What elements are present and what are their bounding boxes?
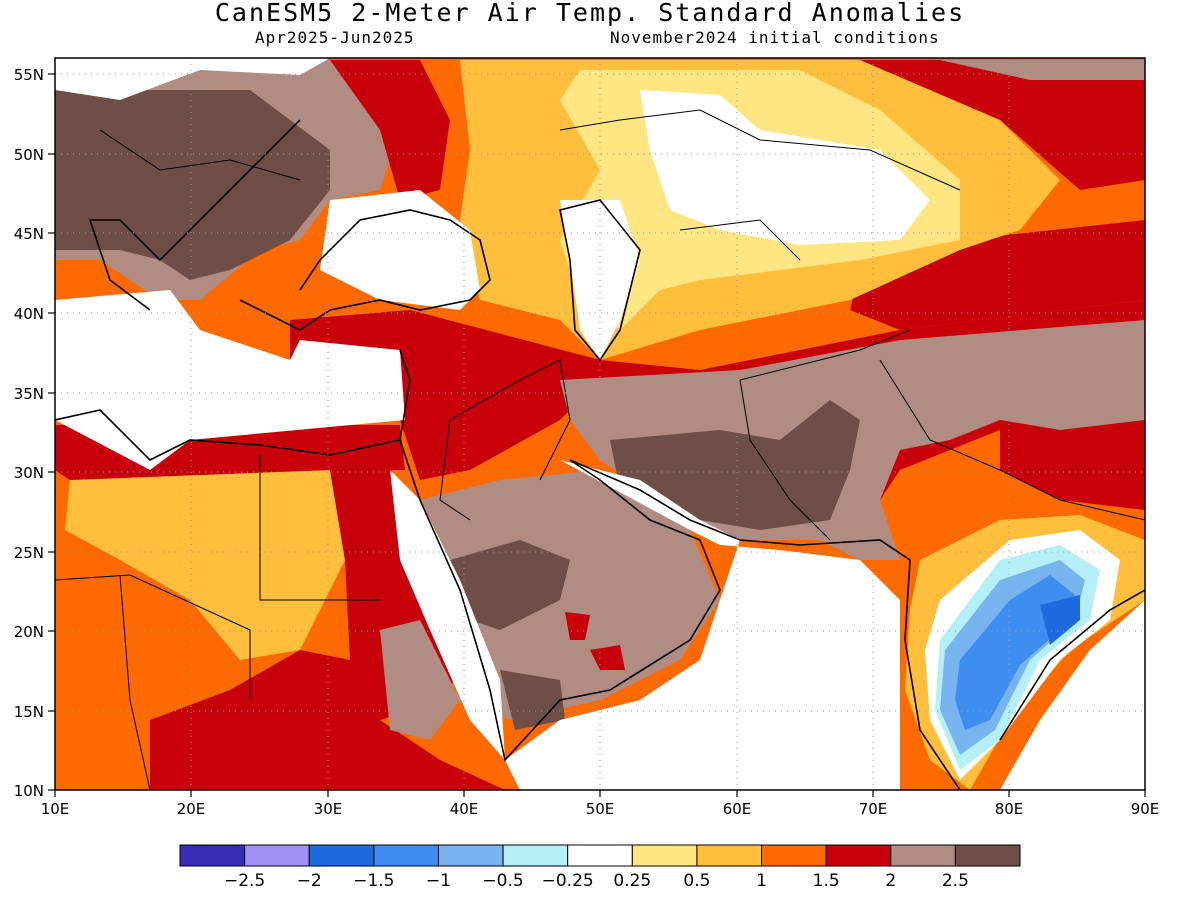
lat-label: 55N [14, 66, 44, 84]
lon-label: 40E [450, 800, 479, 818]
lon-label: 90E [1131, 800, 1160, 818]
colorbar-swatch [567, 844, 633, 867]
lat-label: 20N [14, 623, 44, 641]
colorbar-label: −2 [297, 871, 322, 891]
lon-label: 50E [586, 800, 615, 818]
colorbar-swatch [954, 844, 1021, 867]
lon-label: 60E [723, 800, 752, 818]
coastlines [55, 119, 1145, 790]
colorbar-label: −1.5 [353, 871, 394, 891]
colorbar-label: −0.5 [482, 871, 523, 891]
colorbar-swatch [437, 844, 504, 867]
lon-label: 80E [995, 800, 1024, 818]
lat-label: 40N [14, 305, 44, 323]
lat-label: 35N [14, 385, 44, 403]
initial-conditions: November2024 initial conditions [610, 28, 940, 47]
colorbar-swatch [890, 844, 956, 867]
colorbar-label: 1 [756, 871, 767, 891]
colorbar [179, 844, 1021, 867]
tick-marks [48, 73, 1146, 797]
colorbar-swatch [502, 844, 569, 867]
colorbar-swatch [373, 844, 439, 867]
map-title: CanESM5 2-Meter Air Temp. Standard Anoma… [214, 0, 966, 27]
colorbar-swatch [761, 844, 827, 867]
colorbar-swatch [244, 844, 310, 867]
lat-label: 45N [14, 225, 44, 243]
lat-lon-grid [55, 58, 1145, 790]
lon-label: 20E [177, 800, 206, 818]
colorbar-label: 2 [885, 871, 896, 891]
forecast-period: Apr2025-Jun2025 [255, 28, 415, 47]
colorbar-label: −1 [426, 871, 451, 891]
colorbar-swatch [696, 844, 763, 867]
colorbar-label: −0.25 [542, 871, 594, 891]
lon-label: 30E [314, 800, 343, 818]
colorbar-label: 2.5 [942, 871, 969, 891]
colorbar-label: 1.5 [813, 871, 840, 891]
lat-label: 10N [14, 782, 44, 800]
lon-labels: 10E 20E 30E 40E 50E 60E 70E 80E 90E [41, 800, 1160, 818]
lat-label: 50N [14, 146, 44, 164]
colorbar-swatch [308, 844, 375, 867]
lat-labels: 55N 50N 45N 40N 35N 30N 25N 20N 15N 10N [14, 66, 44, 800]
colorbar-label: −2.5 [224, 871, 265, 891]
colorbar-swatch [825, 844, 892, 867]
colorbar-label: 0.5 [683, 871, 710, 891]
country-borders [55, 109, 1145, 790]
anomaly-field [55, 58, 1145, 790]
lon-label: 70E [859, 800, 888, 818]
colorbar-labels: −2.5 −2 −1.5 −1 −0.5 −0.25 0.25 0.5 1 1.5 2 2.5 [224, 871, 969, 891]
colorbar-label: 0.25 [613, 871, 651, 891]
colorbar-swatch [179, 844, 246, 867]
lat-label: 25N [14, 544, 44, 562]
lon-label: 10E [41, 800, 70, 818]
colorbar-swatch [631, 844, 698, 867]
lat-label: 30N [14, 464, 44, 482]
lat-label: 15N [14, 703, 44, 721]
